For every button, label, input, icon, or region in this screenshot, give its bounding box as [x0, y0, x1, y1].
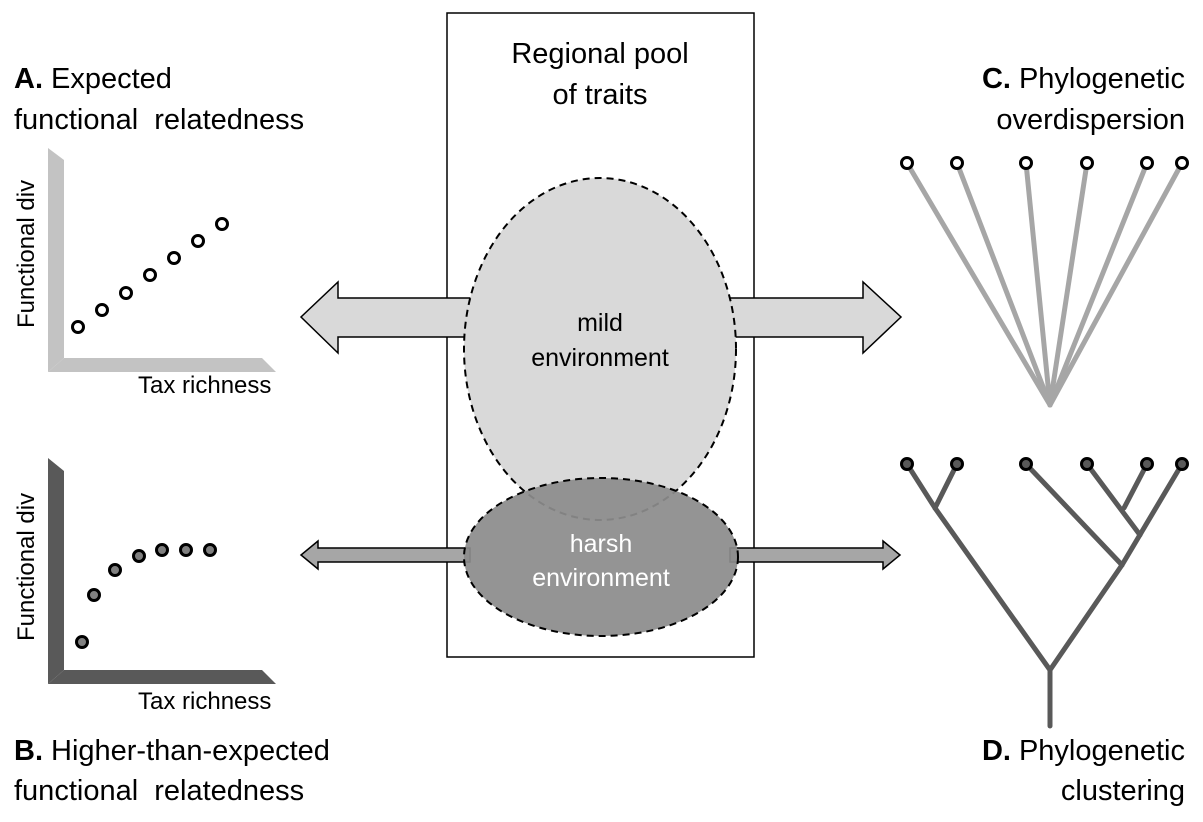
plot-bottom-x-label: Tax richness [138, 688, 271, 715]
tree-branch [1047, 562, 1125, 673]
star-branch [904, 160, 1053, 408]
tree-branch [904, 461, 938, 511]
star-tip [950, 156, 964, 170]
tree-branch [932, 505, 1053, 673]
plot-bottom-point-3 [108, 563, 122, 577]
star-tips [900, 156, 1189, 170]
panel-c-title-line2: overdispersion [996, 104, 1185, 136]
plot-top-point-2 [95, 303, 109, 317]
star-branch [1023, 160, 1053, 408]
mild-environment-label-line1: mild [577, 309, 623, 337]
plot-bottom-x-axis [48, 670, 276, 684]
arrow-harsh-right [729, 539, 902, 571]
panel-c-title-line1: C. Phylogenetic [982, 63, 1185, 95]
mild-environment-label-line2: environment [531, 344, 669, 372]
star-tip [1175, 156, 1189, 170]
panel-b-title-line1: B. Higher-than-expected [14, 735, 330, 767]
pool-title-line1: Regional pool [511, 38, 688, 70]
plot-top-point-1 [71, 320, 85, 334]
tree-tip [900, 457, 914, 471]
plot-top-points [71, 217, 229, 334]
panel-a-title-line1: A. Expected [14, 63, 172, 95]
tree-tip [1140, 457, 1154, 471]
plot-bottom-point-2 [87, 588, 101, 602]
plot-bottom-points [75, 543, 217, 649]
panel-b-title-line2: functional relatedness [14, 775, 304, 807]
clustered-phylogeny [904, 461, 1185, 729]
tree-branch [1121, 461, 1150, 511]
tree-branch [1084, 461, 1143, 538]
plot-bottom-point-6 [179, 543, 193, 557]
plot-top-y-axis [48, 148, 64, 372]
plot-top-point-7 [215, 217, 229, 231]
plot-bottom-point-4 [132, 549, 146, 563]
plot-top-x-axis [48, 358, 276, 372]
tree-branch [1119, 461, 1185, 568]
clustered-tips [900, 457, 1189, 471]
tree-branch [1023, 461, 1125, 568]
star-tip [1019, 156, 1033, 170]
panel-a-title-line2: functional relatedness [14, 104, 304, 136]
plot-top-point-4 [143, 268, 157, 282]
arrow-harsh-left [299, 539, 471, 571]
plot-bottom-point-7 [203, 543, 217, 557]
tree-tip [1019, 457, 1033, 471]
plot-top-x-label: Tax richness [138, 372, 271, 399]
panel-d-title-line1: D. Phylogenetic [982, 735, 1185, 767]
star-phylogeny [904, 160, 1185, 408]
panel-d-title-line2: clustering [1061, 775, 1185, 807]
star-branch [954, 160, 1053, 408]
harsh-environment-label-line1: harsh [570, 530, 633, 558]
star-tip [1140, 156, 1154, 170]
star-branch [1047, 160, 1150, 408]
plot-top-point-5 [167, 251, 181, 265]
tree-branch [932, 461, 960, 511]
harsh-environment-label-line2: environment [532, 564, 670, 592]
tree-tip [1175, 457, 1189, 471]
harsh-environment-ellipse [463, 477, 739, 637]
star-branch [1047, 160, 1185, 408]
arrow-mild-right [729, 280, 903, 355]
star-tip [1080, 156, 1094, 170]
plot-top-point-6 [191, 234, 205, 248]
plot-bottom-point-5 [155, 543, 169, 557]
star-branch [1047, 160, 1090, 408]
plot-top-point-3 [119, 286, 133, 300]
plot-bottom-point-1 [75, 635, 89, 649]
tree-tip [1080, 457, 1094, 471]
plot-top-y-label: Functional div [13, 180, 40, 328]
star-tip [900, 156, 914, 170]
arrow-mild-left [299, 280, 471, 355]
tree-tip [950, 457, 964, 471]
plot-bottom-y-axis [48, 458, 64, 684]
pool-title-line2: of traits [552, 79, 647, 111]
plot-bottom-y-label: Functional div [13, 493, 40, 641]
